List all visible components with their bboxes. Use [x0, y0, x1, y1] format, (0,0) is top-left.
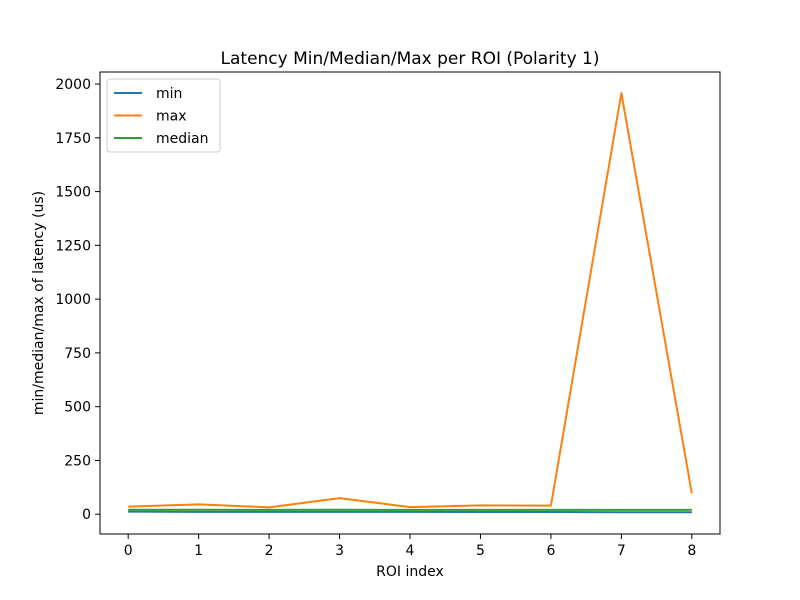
x-tick-label: 1	[194, 543, 203, 559]
y-tick-label: 1750	[55, 131, 91, 147]
x-axis-label: ROI index	[376, 564, 444, 580]
x-tick-label: 8	[687, 543, 696, 559]
legend-label-min: min	[156, 86, 182, 102]
y-tick-label: 0	[82, 507, 91, 523]
y-tick-label: 2000	[55, 77, 91, 93]
y-tick-label: 1250	[55, 238, 91, 254]
x-tick-label: 4	[406, 543, 415, 559]
series-layer	[128, 92, 693, 514]
y-tick-label: 500	[64, 400, 91, 416]
y-tick-label: 1500	[55, 185, 91, 201]
x-tick-label: 6	[546, 543, 555, 559]
y-tick-label: 250	[64, 453, 91, 469]
x-tick-label: 0	[124, 543, 133, 559]
chart-title: Latency Min/Median/Max per ROI (Polarity…	[221, 49, 600, 69]
y-axis: 0 250 500 750 1000 1250 1500 1750 2000	[55, 77, 100, 523]
y-axis-label: min/median/max of latency (us)	[31, 191, 47, 415]
x-tick-label: 7	[617, 543, 626, 559]
legend-label-max: max	[156, 109, 187, 125]
legend-box	[106, 78, 221, 153]
y-tick-label: 750	[64, 346, 91, 362]
x-tick-label: 2	[265, 543, 274, 559]
legend-label-median: median	[156, 131, 208, 147]
x-axis: 0 1 2 3 4 5 6 7 8	[124, 534, 696, 559]
series-line-min	[128, 510, 692, 514]
x-tick-label: 5	[476, 543, 485, 559]
legend: min max median	[106, 78, 221, 153]
y-tick-label: 1000	[55, 292, 91, 308]
x-tick-label: 3	[335, 543, 344, 559]
series-line-max	[128, 92, 693, 509]
